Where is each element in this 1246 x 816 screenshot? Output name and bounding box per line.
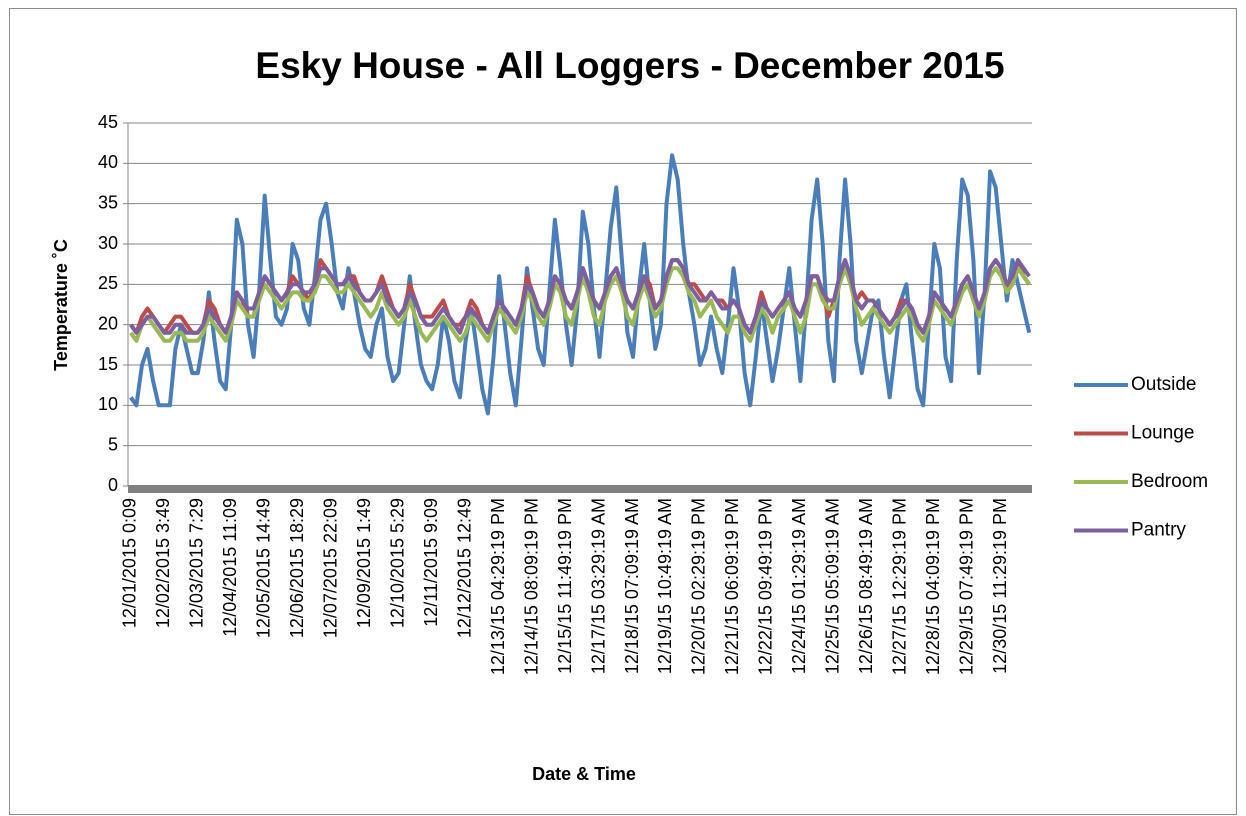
series-line <box>129 258 1031 335</box>
x-tick-label: 12/28/15 04:09:19 PM <box>923 498 943 675</box>
x-tick-label: 12/04/2015 11:09 <box>220 498 240 637</box>
x-axis-bar <box>128 485 1032 493</box>
x-tick-label: 12/18/15 07:09:19 AM <box>622 498 642 674</box>
x-tick-label: 12/26/15 08:49:19 AM <box>856 498 876 674</box>
legend-label: Lounge <box>1131 423 1194 444</box>
x-tick-label: 12/15/15 11:49:19 PM <box>555 498 575 674</box>
chart-border <box>9 8 1237 815</box>
x-tick-label: 12/02/2015 3:49 <box>153 498 173 628</box>
y-tick-label: 30 <box>98 233 118 253</box>
y-tick-label: 40 <box>98 152 118 172</box>
x-tick-label: 12/07/2015 22:09 <box>320 498 340 638</box>
chart-title: Esky House - All Loggers - December 2015 <box>255 45 1004 86</box>
x-tick-label: 12/22/15 09:49:19 PM <box>756 498 776 675</box>
x-axis-label: Date & Time <box>532 764 636 784</box>
x-tick-label: 12/30/15 11:29:19 PM <box>990 498 1010 674</box>
y-tick-label: 25 <box>98 273 118 293</box>
x-tick-label: 12/29/15 07:49:19 PM <box>957 498 977 675</box>
y-axis-label: Temperature ˚C <box>51 239 71 371</box>
x-tick-label: 12/20/15 02:29:19 PM <box>689 498 709 675</box>
x-tick-label: 12/21/15 06:09:19 PM <box>722 498 742 675</box>
x-tick-label: 12/14/15 08:09:19 PM <box>521 498 541 675</box>
x-tick-label: 12/06/2015 18:29 <box>287 498 307 638</box>
x-tick-label: 12/19/15 10:49:19 AM <box>655 498 675 674</box>
x-tick-label: 12/24/15 01:29:19 AM <box>789 498 809 674</box>
y-tick-label: 35 <box>98 192 118 212</box>
x-tick-label: 12/12/2015 12:49 <box>454 498 474 638</box>
x-tick-label: 12/11/2015 9:09 <box>421 498 441 627</box>
x-tick-label: 12/25/15 05:09:19 AM <box>823 498 843 674</box>
x-tick-label: 12/03/2015 7:29 <box>187 498 207 628</box>
x-tick-label: 12/10/2015 5:29 <box>387 498 407 628</box>
x-tick-label: 12/09/2015 1:49 <box>354 498 374 628</box>
y-tick-label: 45 <box>98 112 118 132</box>
x-tick-label: 12/27/15 12:29:19 PM <box>890 498 910 675</box>
y-tick-label: 20 <box>98 313 118 333</box>
y-tick-label: 15 <box>98 354 118 374</box>
x-tick-label: 12/05/2015 14:49 <box>253 498 273 638</box>
y-tick-label: 5 <box>108 434 118 454</box>
legend-label: Outside <box>1131 374 1196 395</box>
legend-label: Pantry <box>1131 520 1186 541</box>
y-tick-label: 0 <box>108 475 118 495</box>
x-tick-label: 12/13/15 04:29:19 PM <box>488 498 508 675</box>
legend-label: Bedroom <box>1131 471 1208 492</box>
x-tick-label: 12/01/2015 0:09 <box>120 498 140 628</box>
y-tick-label: 10 <box>98 394 118 414</box>
x-tick-label: 12/17/15 03:29:19 AM <box>588 498 608 674</box>
